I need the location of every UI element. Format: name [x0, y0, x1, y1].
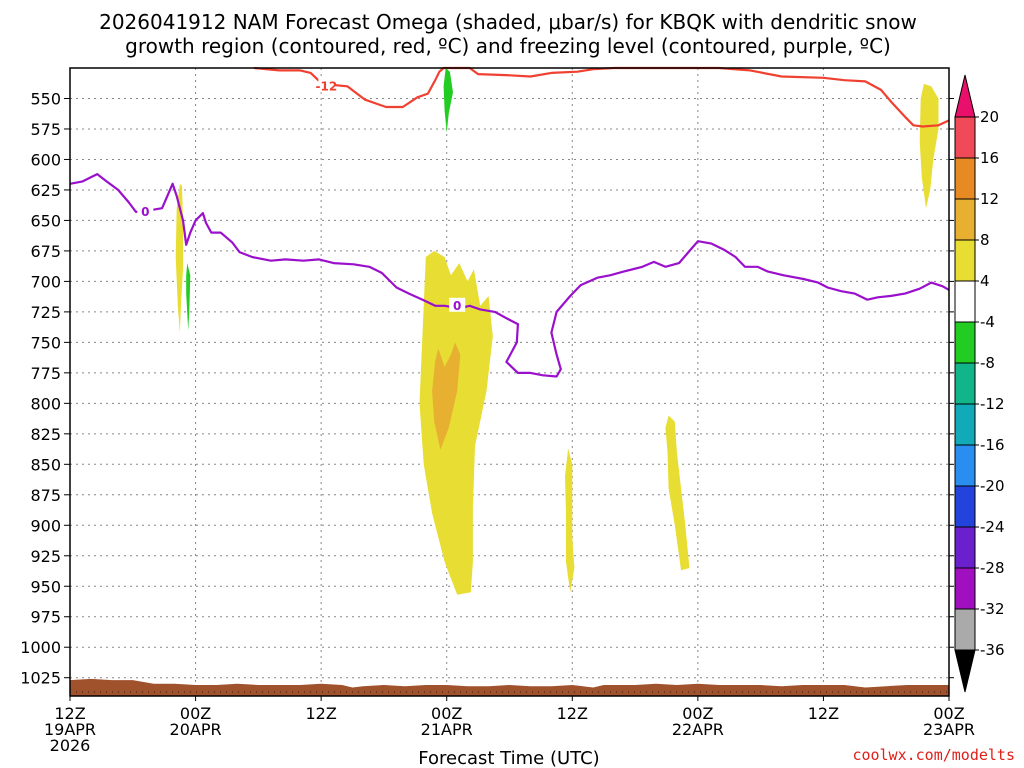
y-tick-label-14: 900 [30, 516, 61, 535]
y-tick-label-4: 650 [30, 211, 61, 230]
dgz-contour-label: -12 [316, 79, 338, 93]
colorbar-label-13: -36 [980, 641, 1005, 659]
colorbar-label-11: -28 [980, 559, 1005, 577]
colorbar-segment-10 [954, 526, 976, 569]
omega-region-7 [186, 263, 191, 331]
y-tick-label-5: 675 [30, 242, 61, 261]
colorbar-segment-7 [954, 403, 976, 446]
x-tick-label-7-0: 00Z [933, 704, 964, 723]
y-tick-label-6: 700 [30, 272, 61, 291]
terrain-fill [70, 678, 949, 696]
x-tick-label-0-2: 2026 [50, 736, 91, 755]
colorbar-segment-9 [954, 485, 976, 528]
freezing-contour-label-0-bg [137, 203, 154, 218]
colorbar-label-4: 4 [980, 272, 990, 290]
y-tick-label-17: 975 [30, 608, 61, 627]
omega-region-5 [919, 83, 939, 209]
colorbar-top-arrow [954, 74, 976, 118]
y-axis-ticks: 550 575 600 625 650 675 700 725 750 775 800 825 850 8… [20, 89, 954, 688]
colorbar-label-1: 16 [980, 149, 999, 167]
colorbar: 20 16 12 8 4 -4 -8 -12 -16 -20 -24 -28 -32 -36 [954, 74, 1005, 693]
y-tick-label-0: 550 [30, 89, 61, 108]
omega-region-1 [432, 342, 461, 450]
colorbar-label-6: -8 [980, 354, 995, 372]
colorbar-segment-3 [954, 239, 976, 282]
x-tick-label-0-0: 12Z [54, 704, 85, 723]
chart-title-line-1: 2026041912 NAM Forecast Omega (shaded, μ… [99, 10, 917, 34]
x-tick-label-7-1: 23APR [923, 720, 975, 739]
x-tick-label-1-1: 20APR [170, 720, 222, 739]
y-tick-label-13: 875 [30, 486, 61, 505]
freezing-level-contour [69, 173, 950, 378]
terrain-layer [70, 678, 949, 696]
colorbar-label-2: 12 [980, 190, 999, 208]
colorbar-segment-11 [954, 567, 976, 610]
colorbar-segment-4 [954, 280, 976, 323]
freezing-contour-label-1-bg [449, 297, 466, 312]
colorbar-label-7: -12 [980, 395, 1005, 413]
plot-background [70, 68, 949, 696]
omega-shaded-regions [175, 68, 939, 595]
colorbar-segment-8 [954, 444, 976, 487]
credit-text: coolwx.com/modelts [852, 746, 1015, 764]
y-tick-label-12: 850 [30, 455, 61, 474]
colorbar-label-10: -24 [980, 518, 1005, 536]
dgz-contour-label-bg [318, 78, 335, 93]
colorbar-label-9: -20 [980, 477, 1005, 495]
y-tick-label-1: 575 [30, 120, 61, 139]
plot-frame [69, 67, 950, 697]
x-tick-label-6-0: 12Z [808, 704, 839, 723]
y-tick-label-3: 625 [30, 181, 61, 200]
omega-region-3 [565, 448, 575, 593]
y-tick-label-11: 825 [30, 425, 61, 444]
x-tick-label-5-1: 22APR [672, 720, 724, 739]
x-tick-label-2-0: 12Z [305, 704, 336, 723]
y-tick-label-10: 800 [30, 394, 61, 413]
x-tick-label-1-0: 00Z [180, 704, 211, 723]
omega-region-6 [443, 68, 453, 133]
x-tick-label-0-1: 19APR [44, 720, 96, 739]
omega-region-4 [665, 415, 690, 571]
colorbar-segment-6 [954, 362, 976, 405]
freezing-contour-label-1: 0 [453, 299, 461, 313]
colorbar-segment-1 [954, 157, 976, 200]
colorbar-segment-12 [954, 608, 976, 651]
colorbar-segment-0 [954, 116, 976, 159]
x-tick-label-3-1: 21APR [421, 720, 473, 739]
y-tick-label-8: 750 [30, 333, 61, 352]
colorbar-label-12: -32 [980, 600, 1005, 618]
dgz-minus12-contour [254, 66, 950, 128]
y-tick-label-16: 950 [30, 577, 61, 596]
colorbar-label-5: -4 [980, 313, 995, 331]
x-tick-label-3-0: 00Z [431, 704, 462, 723]
y-tick-label-18: 1000 [20, 638, 61, 657]
omega-region-2 [175, 183, 183, 333]
y-tick-label-9: 775 [30, 364, 61, 383]
x-tick-label-5-0: 00Z [682, 704, 713, 723]
omega-region-0 [419, 250, 493, 595]
y-tick-label-7: 725 [30, 303, 61, 322]
colorbar-label-0: 20 [980, 108, 999, 126]
chart-title-line-2: growth region (contoured, red, ºC) and f… [125, 34, 891, 58]
colorbar-bottom-arrow [954, 649, 976, 693]
freezing-contour-label-0: 0 [141, 205, 149, 219]
y-tick-label-15: 925 [30, 547, 61, 566]
colorbar-label-3: 8 [980, 231, 990, 249]
y-tick-label-2: 600 [30, 150, 61, 169]
colorbar-segment-2 [954, 198, 976, 241]
colorbar-label-8: -16 [980, 436, 1005, 454]
colorbar-segment-5 [954, 321, 976, 364]
contour-lines: -12 0 0 [69, 66, 950, 378]
x-tick-label-4-0: 12Z [557, 704, 588, 723]
y-tick-label-19: 1025 [20, 669, 61, 688]
x-axis-label: Forecast Time (UTC) [418, 748, 599, 768]
